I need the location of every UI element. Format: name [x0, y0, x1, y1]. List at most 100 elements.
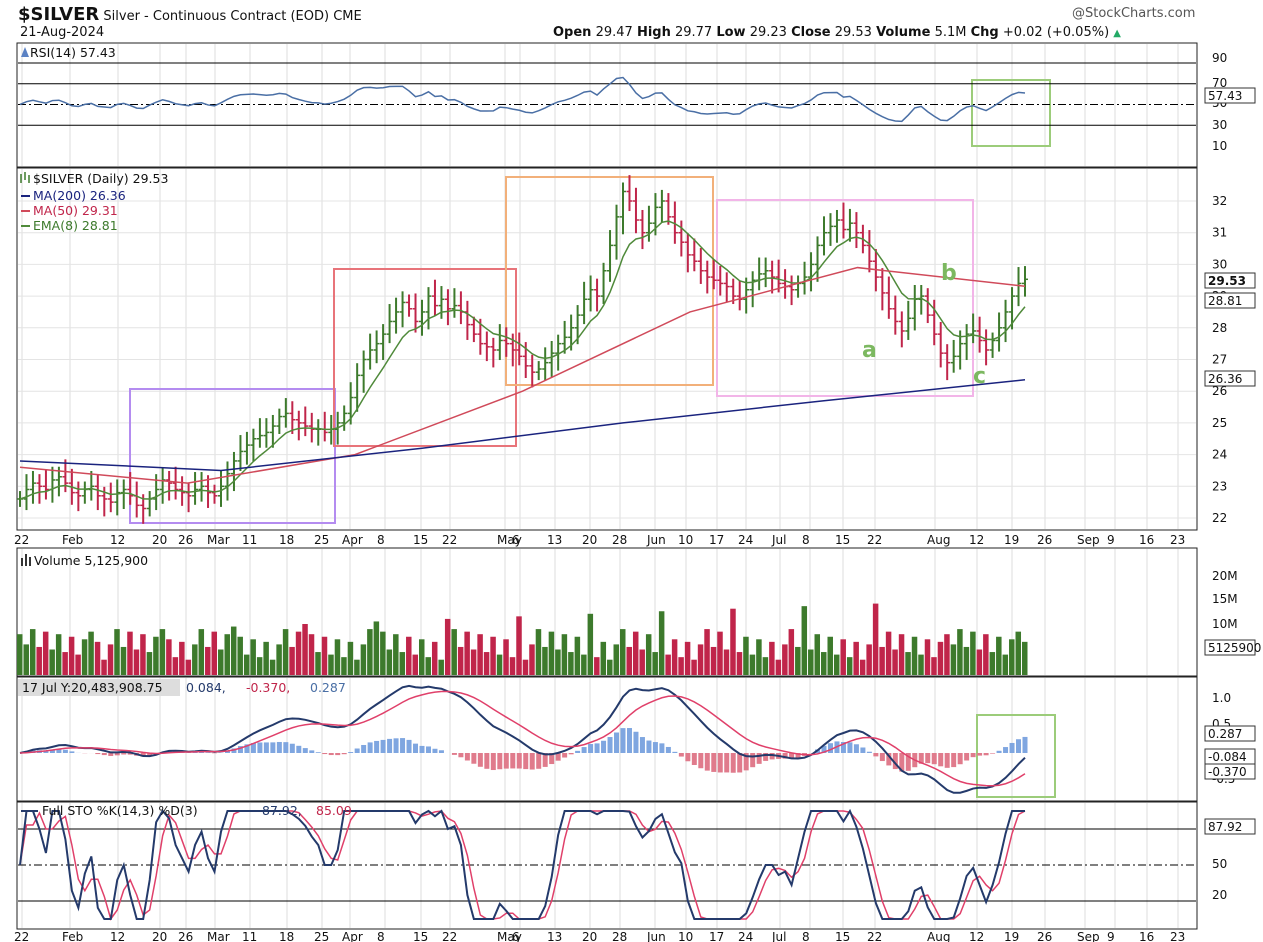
- x-tick-label: 9: [1107, 533, 1115, 547]
- volume-bar: [736, 652, 743, 675]
- volume-bar: [626, 646, 632, 675]
- macd-hist-bar: [244, 744, 250, 753]
- x-tick-label-bottom: Mar: [207, 930, 230, 942]
- volume-bar: [872, 603, 879, 675]
- volume-bar: [898, 634, 905, 675]
- macd-hist-bar: [121, 753, 127, 755]
- macd-hist-bar: [588, 744, 594, 753]
- volume-bar: [743, 636, 749, 675]
- macd-hist-bar: [257, 742, 263, 753]
- x-tick-label-bottom: 22: [442, 930, 457, 942]
- macd-hist-bar: [782, 753, 788, 759]
- volume-bar: [911, 636, 918, 675]
- volume-bar: [483, 652, 490, 675]
- macd-hist-bar: [827, 743, 833, 753]
- rsi-tick-label: 10: [1212, 139, 1227, 153]
- volume-bar: [347, 641, 354, 675]
- volume-bar: [859, 659, 866, 675]
- ma50-legend: MA(50) 29.31: [33, 203, 118, 218]
- macd-hist-bar: [328, 753, 334, 756]
- sto-k-value: 87.92,: [262, 803, 302, 818]
- volume-bar: [256, 657, 263, 675]
- macd-hist-bar: [127, 753, 133, 755]
- macd-hist-bar: [951, 753, 957, 768]
- volume-bar: [976, 649, 983, 675]
- volume-bar: [555, 649, 561, 675]
- hist-value: 0.287: [310, 680, 346, 695]
- volume-bar: [892, 649, 898, 675]
- x-tick-label: 15: [413, 533, 428, 547]
- macd-hist-bar: [199, 752, 205, 753]
- volume-bar: [386, 649, 393, 675]
- volume-bar: [146, 652, 153, 675]
- macd-hist-bar: [769, 753, 775, 760]
- macd-hist-bar: [335, 753, 341, 756]
- x-tick-label-bottom: Sep: [1077, 930, 1100, 942]
- volume-bar: [328, 654, 334, 675]
- macd-hist-bar: [691, 753, 697, 765]
- x-tick-label: Mar: [207, 533, 230, 547]
- macd-hist-bar: [601, 740, 607, 753]
- brand-label[interactable]: @StockCharts.com: [1072, 6, 1196, 21]
- macd-tooltip: 17 Jul Y:20,483,908.75: [22, 680, 163, 695]
- x-tick-label-bottom: 17: [709, 930, 724, 942]
- x-tick-label: May: [497, 533, 522, 547]
- volume-bar: [866, 644, 872, 675]
- box-green-macd: [976, 714, 1056, 798]
- volume-bar: [393, 634, 399, 675]
- wave-label-a: a: [862, 338, 877, 363]
- volume-legend: Volume 5,125,900: [34, 553, 148, 568]
- chg-arrow-icon: ▲: [1113, 28, 1121, 39]
- ohlc-bar: Open 29.47 High 29.77 Low 29.23 Close 29…: [553, 25, 1121, 40]
- price-tick-label: 23: [1212, 479, 1227, 493]
- volume-bar: [652, 652, 658, 675]
- volume-bar: [879, 646, 885, 675]
- volume-bar: [373, 621, 380, 675]
- volume-tick-label: 15M: [1212, 592, 1238, 606]
- volume-bar: [710, 646, 717, 675]
- ma200-badge-box: [1204, 370, 1256, 387]
- macd-hist-bar: [685, 753, 691, 762]
- volume-bar: [263, 641, 269, 675]
- open-value: 29.47: [595, 25, 633, 40]
- x-tick-label: 12: [110, 533, 125, 547]
- volume-bar: [535, 629, 542, 675]
- sto-k-line: [19, 808, 1025, 920]
- volume-bar: [205, 646, 211, 675]
- volume-bar: [950, 644, 957, 675]
- price-legend-icon: [20, 172, 30, 183]
- macd-hist-bar: [581, 747, 587, 753]
- volume-bar: [931, 657, 937, 675]
- macd-hist-bar: [711, 753, 717, 772]
- hist-badge: 0.287: [1208, 727, 1242, 741]
- axis-labels: 22 22 Feb Feb 12 12 20 20 26 26 Mar Mar 11 11 18 18 25 25…: [14, 51, 1238, 942]
- volume-bar: [821, 652, 827, 675]
- macd-hist-bar: [406, 739, 412, 753]
- macd-hist-bar: [614, 732, 620, 753]
- signal-badge-box: [1204, 763, 1256, 780]
- price-tick-label: 27: [1212, 353, 1227, 367]
- macd-hist-bar: [1009, 742, 1015, 753]
- volume-bar: [581, 654, 587, 675]
- macd-hist-bar: [432, 748, 438, 753]
- date-label: 21-Aug-2024: [20, 25, 105, 40]
- x-tick-label-bottom: 22: [867, 930, 882, 942]
- macd-hist-bar: [840, 742, 846, 753]
- volume-bar: [444, 618, 451, 675]
- x-tick-label-bottom: 11: [242, 930, 257, 942]
- macd-hist-bar: [964, 753, 970, 761]
- volume-bar: [198, 629, 205, 675]
- volume-bar: [775, 659, 782, 675]
- macd-hist-bar: [95, 753, 101, 755]
- x-tick-label-bottom: 10: [678, 930, 693, 942]
- sto-badge-box: [1204, 818, 1256, 835]
- x-tick-label-bottom: 25: [314, 930, 329, 942]
- instrument-name: Silver - Continuous Contract (EOD): [103, 9, 330, 24]
- macd-hist-bar: [821, 745, 827, 753]
- macd-hist-bar: [562, 753, 568, 758]
- signal-badge: -0.370: [1208, 765, 1247, 779]
- macd-hist-bar: [536, 753, 542, 769]
- hist-badge-box: [1204, 725, 1256, 742]
- volume-bar: [944, 634, 950, 675]
